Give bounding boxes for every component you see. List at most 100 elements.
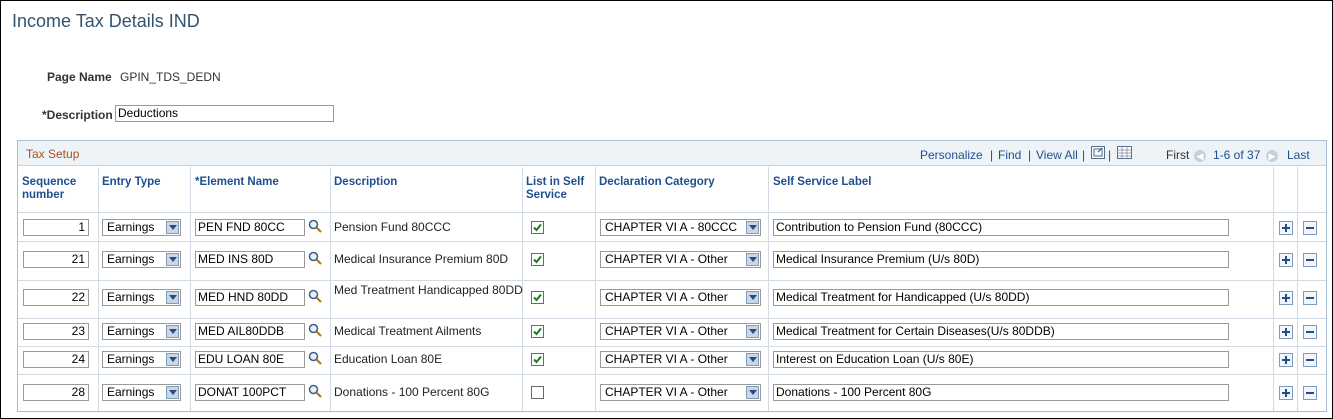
- page-name-label: Page Name: [47, 70, 112, 84]
- self-service-label-input[interactable]: Interest on Education Loan (U/s 80E): [773, 351, 1229, 368]
- col-sequence-number[interactable]: Sequence number: [22, 176, 77, 201]
- list-in-self-service-checkbox[interactable]: [531, 353, 544, 366]
- add-row-button[interactable]: [1279, 386, 1293, 400]
- chevron-down-icon[interactable]: [166, 353, 179, 366]
- element-name-input[interactable]: EDU LOAN 80E: [195, 351, 305, 368]
- chevron-down-icon[interactable]: [746, 353, 759, 366]
- grid-divider: [522, 167, 523, 411]
- element-name-input[interactable]: MED AIL80DDB: [195, 323, 305, 340]
- add-row-button[interactable]: [1279, 291, 1293, 305]
- add-row-button[interactable]: [1279, 253, 1293, 267]
- entry-type-select[interactable]: Earnings: [102, 384, 181, 401]
- list-in-self-service-checkbox[interactable]: [531, 291, 544, 304]
- lookup-magnifier-icon[interactable]: [308, 384, 322, 398]
- col-self-service-label[interactable]: Self Service Label: [773, 176, 872, 188]
- lookup-magnifier-icon[interactable]: [308, 323, 322, 337]
- list-in-self-service-checkbox[interactable]: [531, 221, 544, 234]
- view-all-link[interactable]: View All: [1036, 148, 1078, 162]
- element-name-input[interactable]: MED INS 80D: [195, 251, 305, 268]
- entry-type-select[interactable]: Earnings: [102, 219, 181, 236]
- chevron-down-icon[interactable]: [746, 386, 759, 399]
- self-service-label-input[interactable]: Medical Treatment for Certain Diseases(U…: [773, 323, 1229, 340]
- self-service-label-input[interactable]: Medical Treatment for Handicapped (U/s 8…: [773, 289, 1229, 306]
- element-name-input[interactable]: DONAT 100PCT: [195, 384, 305, 401]
- declaration-category-select[interactable]: CHAPTER VI A - Other: [600, 251, 761, 268]
- sequence-input[interactable]: 21: [23, 251, 89, 268]
- sequence-input[interactable]: 24: [23, 351, 89, 368]
- personalize-link[interactable]: Personalize: [920, 148, 983, 162]
- add-row-button[interactable]: [1279, 325, 1293, 339]
- self-service-label-input[interactable]: Medical Insurance Premium (U/s 80D): [773, 251, 1229, 268]
- description-input[interactable]: Deductions: [115, 105, 334, 122]
- next-icon[interactable]: ▶: [1266, 147, 1278, 162]
- grid-row-divider: [18, 318, 1326, 319]
- tax-setup-grid: Tax Setup Personalize | Find | View All …: [17, 140, 1327, 412]
- last-link[interactable]: Last: [1287, 148, 1310, 162]
- declaration-category-select[interactable]: CHAPTER VI A - Other: [600, 289, 761, 306]
- chevron-down-icon[interactable]: [166, 221, 179, 234]
- grid-row-divider: [18, 374, 1326, 375]
- col-list-in-self-service[interactable]: List in Self Service: [526, 176, 585, 201]
- sequence-input[interactable]: 23: [23, 323, 89, 340]
- zoom-icon[interactable]: [1091, 146, 1105, 162]
- self-service-label-input[interactable]: Contribution to Pension Fund (80CCC): [773, 219, 1229, 236]
- add-row-button[interactable]: [1279, 353, 1293, 367]
- list-in-self-service-checkbox[interactable]: [531, 325, 544, 338]
- description-text: Education Loan 80E: [334, 352, 443, 366]
- list-in-self-service-checkbox[interactable]: [531, 386, 544, 399]
- entry-type-select[interactable]: Earnings: [102, 289, 181, 306]
- col-declaration-category[interactable]: Declaration Category: [599, 176, 715, 188]
- delete-row-button[interactable]: [1303, 291, 1317, 305]
- entry-type-value: Earnings: [107, 290, 155, 304]
- list-in-self-service-checkbox[interactable]: [531, 253, 544, 266]
- element-name-input[interactable]: MED HND 80DD: [195, 289, 305, 306]
- entry-type-select[interactable]: Earnings: [102, 351, 181, 368]
- lookup-magnifier-icon[interactable]: [308, 251, 322, 265]
- delete-row-button[interactable]: [1303, 221, 1317, 235]
- chevron-down-icon[interactable]: [166, 253, 179, 266]
- sequence-input[interactable]: 28: [23, 384, 89, 401]
- entry-type-select[interactable]: Earnings: [102, 251, 181, 268]
- chevron-down-icon[interactable]: [746, 291, 759, 304]
- chevron-down-icon[interactable]: [746, 325, 759, 338]
- lookup-magnifier-icon[interactable]: [308, 351, 322, 365]
- chevron-down-icon[interactable]: [166, 325, 179, 338]
- chevron-down-icon[interactable]: [166, 386, 179, 399]
- page-title: Income Tax Details IND: [12, 11, 200, 31]
- chevron-down-icon[interactable]: [746, 221, 759, 234]
- entry-type-select[interactable]: Earnings: [102, 323, 181, 340]
- col-element-name[interactable]: *Element Name: [195, 176, 279, 188]
- lookup-magnifier-icon[interactable]: [308, 219, 322, 233]
- declaration-category-value: CHAPTER VI A - Other: [605, 252, 728, 266]
- chevron-down-icon[interactable]: [746, 253, 759, 266]
- delete-row-button[interactable]: [1303, 325, 1317, 339]
- spreadsheet-icon[interactable]: [1117, 146, 1132, 162]
- description-text: Med Treatment Handicapped 80DD: [334, 283, 523, 297]
- delete-row-button[interactable]: [1303, 386, 1317, 400]
- delete-row-button[interactable]: [1303, 253, 1317, 267]
- nav-separator: |: [1028, 148, 1032, 162]
- sequence-input[interactable]: 22: [23, 289, 89, 306]
- declaration-category-select[interactable]: CHAPTER VI A - Other: [600, 351, 761, 368]
- grid-divider: [595, 167, 596, 411]
- delete-row-button[interactable]: [1303, 353, 1317, 367]
- chevron-down-icon[interactable]: [166, 291, 179, 304]
- declaration-category-select[interactable]: CHAPTER VI A - Other: [600, 384, 761, 401]
- grid-divider: [190, 167, 191, 411]
- lookup-magnifier-icon[interactable]: [308, 289, 322, 303]
- first-label[interactable]: First: [1166, 148, 1190, 162]
- add-row-button[interactable]: [1279, 221, 1293, 235]
- declaration-category-select[interactable]: CHAPTER VI A - 80CCC: [600, 219, 761, 236]
- col-description[interactable]: Description: [334, 176, 398, 188]
- declaration-category-select[interactable]: CHAPTER VI A - Other: [600, 323, 761, 340]
- element-name-input[interactable]: PEN FND 80CC: [195, 219, 305, 236]
- col-entry-type[interactable]: Entry Type: [102, 176, 161, 188]
- sequence-input[interactable]: 1: [23, 219, 89, 236]
- declaration-category-value: CHAPTER VI A - Other: [605, 385, 728, 399]
- self-service-label-input[interactable]: Donations - 100 Percent 80G: [773, 384, 1229, 401]
- nav-separator: |: [990, 148, 994, 162]
- description-text: Medical Treatment Ailments: [334, 324, 482, 338]
- grid-divider: [330, 167, 331, 411]
- find-link[interactable]: Find: [998, 148, 1022, 162]
- previous-icon[interactable]: ◀: [1194, 147, 1206, 162]
